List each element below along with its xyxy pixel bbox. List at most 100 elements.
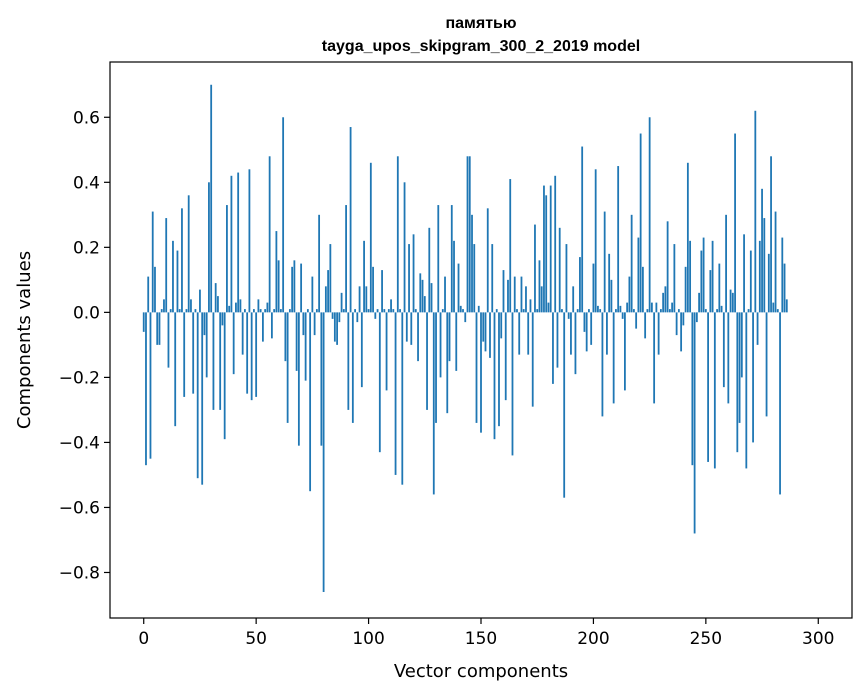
bar: [718, 263, 721, 313]
bar: [576, 309, 579, 313]
bar: [736, 312, 739, 453]
bar: [338, 312, 341, 323]
x-tick-label: 50: [245, 629, 267, 649]
bar: [673, 244, 676, 313]
bar-series: [142, 84, 788, 592]
bar: [633, 309, 635, 313]
bar: [228, 305, 231, 313]
bar: [304, 312, 307, 381]
bar: [360, 312, 363, 388]
bar: [689, 240, 692, 313]
bar: [493, 312, 496, 440]
bar: [248, 169, 251, 313]
x-tick-label: 150: [465, 629, 497, 649]
bar: [302, 312, 305, 336]
bar: [201, 312, 204, 485]
bar: [253, 309, 255, 313]
bar: [246, 312, 249, 394]
bar: [421, 279, 424, 313]
bar: [286, 312, 289, 423]
bar: [525, 286, 527, 313]
bar: [450, 205, 453, 313]
bar: [603, 211, 606, 313]
bar: [403, 182, 406, 313]
bar: [435, 312, 437, 423]
bar: [221, 312, 224, 326]
y-tick-label: 0.0: [73, 303, 100, 323]
bar: [641, 266, 644, 313]
bar: [363, 240, 365, 313]
bar: [329, 244, 332, 313]
bar: [534, 224, 536, 313]
bar: [522, 309, 525, 313]
bar: [563, 312, 566, 498]
bar: [572, 286, 575, 313]
x-tick-label: 300: [802, 629, 834, 649]
bar: [446, 312, 449, 414]
bar: [727, 312, 730, 404]
bar: [754, 110, 757, 313]
bar: [729, 289, 732, 313]
bar: [707, 312, 709, 462]
bar: [199, 289, 201, 313]
bar: [340, 292, 343, 313]
bar: [758, 240, 761, 313]
bar: [437, 205, 440, 313]
bar: [684, 266, 687, 313]
bar: [259, 309, 262, 313]
x-tick-label: 100: [352, 629, 384, 649]
bar: [498, 312, 500, 427]
bar: [489, 312, 491, 358]
bar: [531, 312, 534, 407]
bar: [765, 312, 768, 417]
bar: [698, 292, 700, 313]
bar: [567, 312, 570, 319]
bar: [408, 244, 410, 313]
bar: [282, 117, 285, 313]
bar: [617, 166, 620, 313]
bar: [293, 260, 296, 313]
bar: [731, 292, 734, 313]
y-tick-label: 0.2: [73, 238, 100, 258]
bar: [288, 309, 291, 313]
bar: [300, 263, 303, 313]
bar: [181, 208, 183, 313]
bar: [284, 312, 287, 362]
bar: [311, 276, 314, 313]
bar: [752, 312, 754, 443]
bar: [507, 279, 509, 313]
bar: [322, 312, 325, 592]
bar: [423, 296, 426, 313]
y-tick-label: −0.4: [59, 433, 100, 453]
bar: [581, 146, 584, 313]
bar: [536, 309, 539, 313]
y-tick-label: −0.8: [59, 563, 100, 583]
bar: [394, 312, 397, 475]
y-tick-label: −0.6: [59, 498, 100, 518]
bar: [320, 312, 323, 446]
bar: [142, 312, 145, 332]
chart-title: памятью: [445, 15, 516, 32]
bar: [367, 309, 370, 313]
bar: [599, 309, 602, 313]
bar: [169, 309, 172, 313]
bar: [653, 312, 656, 404]
bar: [185, 309, 188, 313]
bar: [414, 309, 417, 313]
bar: [441, 309, 444, 313]
bar: [473, 244, 476, 313]
bar: [747, 309, 750, 313]
bar: [156, 312, 159, 345]
bar: [657, 312, 660, 355]
bar: [372, 266, 374, 313]
bar: [462, 309, 464, 313]
bar: [358, 286, 361, 313]
bar: [664, 286, 667, 313]
bar: [342, 309, 345, 313]
bar: [410, 312, 413, 345]
bar: [700, 250, 703, 313]
bar: [399, 309, 401, 313]
bar: [486, 208, 489, 313]
bar: [738, 312, 741, 423]
bar: [477, 305, 480, 313]
